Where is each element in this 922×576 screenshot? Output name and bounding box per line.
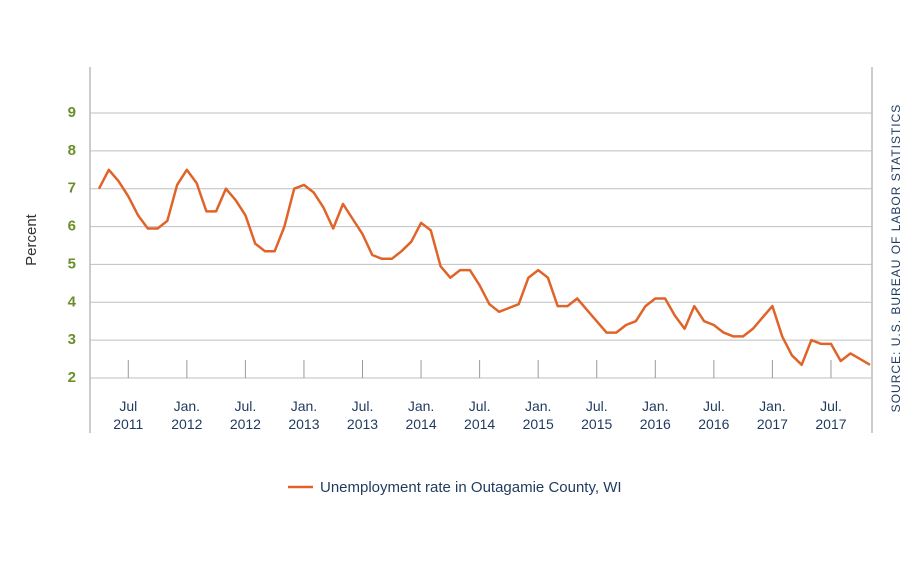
x-tick-label: Jul. 2012 <box>230 398 261 432</box>
x-tick-label: Jul 2011 <box>113 398 143 432</box>
y-tick-label: 2 <box>68 369 76 386</box>
x-tick-label: Jan. 2015 <box>523 398 554 432</box>
series-line <box>97 168 871 367</box>
x-tick-label: Jul. 2016 <box>698 398 729 432</box>
x-tick-label: Jul. 2014 <box>464 398 495 432</box>
y-tick-label: 7 <box>68 180 76 197</box>
y-tick-label: 3 <box>68 331 76 348</box>
y-tick-label: 8 <box>68 142 76 159</box>
y-tick-label: 4 <box>68 293 77 310</box>
legend-label: Unemployment rate in Outagamie County, W… <box>320 479 622 496</box>
x-tick-label: Jan. 2012 <box>171 398 202 432</box>
x-tick-label: Jul. 2015 <box>581 398 612 432</box>
y-axis-label: Percent <box>23 213 40 266</box>
source: SOURCE: U.S. BUREAU OF LABOR STATISTICS <box>889 104 903 413</box>
x-tick-label: Jan. 2013 <box>288 398 319 432</box>
x-tick-label: Jan. 2016 <box>640 398 671 432</box>
x-tick-label: Jan. 2017 <box>757 398 788 432</box>
x-tick-label: Jul. 2017 <box>815 398 846 432</box>
x-tick-label: Jul. 2013 <box>347 398 378 432</box>
y-tick-label: 6 <box>68 218 76 235</box>
x-tick-label: Jan. 2014 <box>405 398 436 432</box>
y-tick-label: 5 <box>68 255 76 272</box>
y-tick-label: 9 <box>68 104 76 121</box>
